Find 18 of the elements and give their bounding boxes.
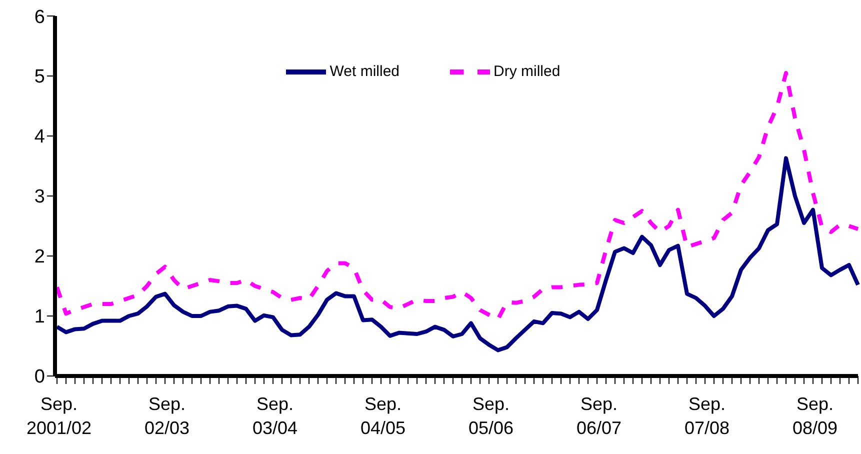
y-tick-label: 5 [34,66,45,88]
x-tick-label: Sep. 03/04 [252,394,298,438]
line-series [55,156,860,352]
x-tick-label: Sep. 06/07 [576,394,622,438]
x-tick-label: Sep. 05/06 [468,394,514,438]
y-tick-label: 6 [34,6,45,28]
x-tick-label: Sep. 02/03 [144,394,190,438]
x-tick-label: Sep. 08/09 [792,394,838,438]
y-tick-label: 3 [34,186,45,208]
y-tick-label: 2 [34,246,45,268]
y-tick-label: 4 [34,126,46,148]
x-tick-label: Sep. 07/08 [684,394,730,438]
x-tick-label: Sep. 04/05 [360,394,406,438]
legend-label: Wet milled [330,63,400,80]
legend-label: Dry milled [494,63,560,80]
x-tick-label: Sep. 2001/02 [26,394,92,438]
y-tick-label: 0 [34,366,45,388]
y-tick-label: 1 [34,306,45,328]
